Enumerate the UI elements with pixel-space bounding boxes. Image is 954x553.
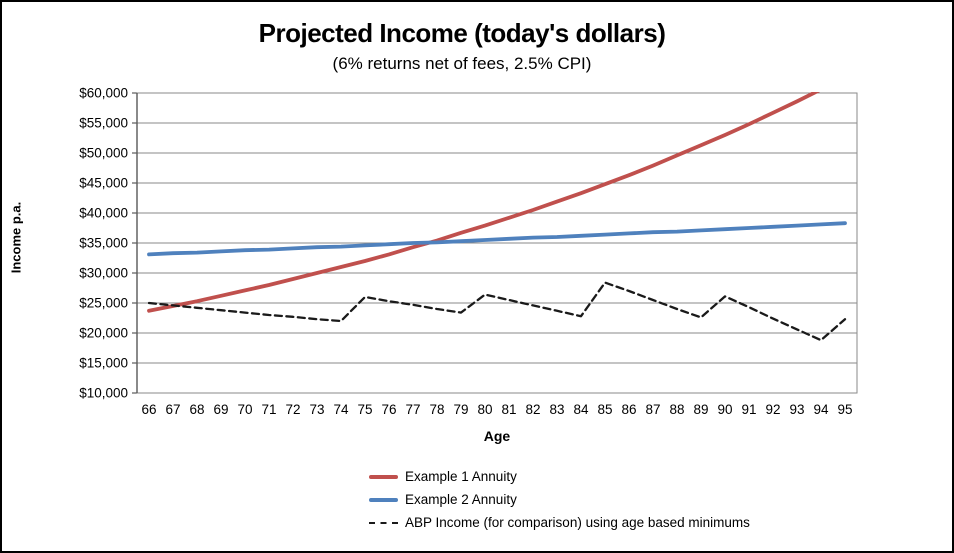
legend-label: ABP Income (for comparison) using age ba… [405,515,750,530]
x-tick-label: 88 [669,402,684,417]
x-tick-label: 83 [549,402,564,417]
x-tick-label: 85 [597,402,612,417]
y-tick-label: $10,000 [79,386,128,401]
legend-line-sample-example-1 [369,474,398,479]
x-tick-label: 71 [261,402,276,417]
x-tick-label: 73 [309,402,324,417]
x-axis-title: Age [483,428,511,444]
x-tick-label: 78 [429,402,444,417]
x-tick-label: 74 [333,402,349,417]
x-tick-label: 80 [477,402,492,417]
x-tick-label: 93 [789,402,804,417]
x-tick-label: 94 [813,402,829,417]
legend-label: Example 1 Annuity [405,469,517,484]
x-tick-label: 69 [213,402,228,417]
series-line-2 [147,281,847,342]
x-tick-label: 77 [405,402,420,417]
x-tick-label: 92 [765,402,780,417]
legend-item: Example 1 Annuity [369,468,750,485]
series-line-1 [147,221,847,257]
x-tick-label: 66 [141,402,156,417]
x-tick-label: 67 [165,402,180,417]
x-tick-label: 87 [645,402,660,417]
y-tick-label: $40,000 [79,206,128,221]
x-tick-label: 75 [357,402,372,417]
chart-subtitle: (6% returns net of fees, 2.5% CPI) [332,54,592,73]
y-tick-label: $50,000 [79,146,128,161]
x-tick-label: 79 [453,402,468,417]
legend-item: Example 2 Annuity [369,491,750,508]
x-tick-label: 81 [501,402,516,417]
x-tick-label: 90 [717,402,732,417]
x-tick-label: 76 [381,402,396,417]
y-tick-label: $25,000 [79,296,128,311]
x-tick-label: 72 [285,402,300,417]
chart-title: Projected Income (today's dollars) [258,18,666,48]
x-tick-label: 84 [573,402,589,417]
x-tick-label: 86 [621,402,636,417]
x-tick-label: 68 [189,402,204,417]
series-group [147,92,847,342]
x-tick-label: 91 [741,402,756,417]
legend-label: Example 2 Annuity [405,492,517,507]
x-tick-label: 89 [693,402,708,417]
y-tick-label: $45,000 [79,176,128,191]
y-tick-label: $15,000 [79,356,128,371]
y-tick-label: $60,000 [79,86,128,101]
y-tick-label: $20,000 [79,326,128,341]
y-tick-label: $30,000 [79,266,128,281]
x-tick-label: 70 [237,402,252,417]
legend-line-sample-example-2 [369,497,398,502]
x-tick-label: 82 [525,402,540,417]
x-tick-label: 95 [837,402,852,417]
y-tick-label: $55,000 [79,116,128,131]
legend-line-sample-abp [369,521,398,524]
legend-item: ABP Income (for comparison) using age ba… [369,514,750,531]
legend: Example 1 Annuity Example 2 Annuity ABP … [369,468,750,531]
series-line-0 [147,92,821,313]
y-tick-label: $35,000 [79,236,128,251]
